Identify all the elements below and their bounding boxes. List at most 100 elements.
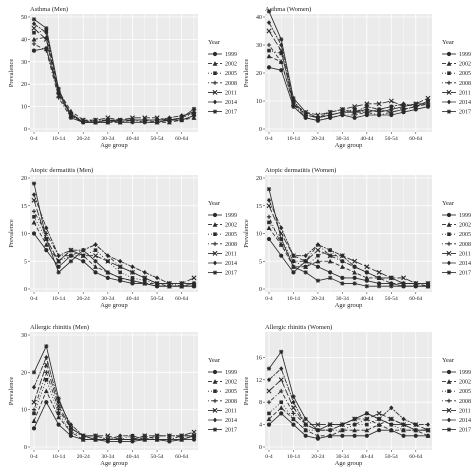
series-line-2002 (268, 407, 429, 437)
y-tick-label: 20 (256, 176, 262, 182)
legend-title: Year (208, 200, 221, 207)
data-point (68, 433, 74, 438)
x-axis-label: Age group (335, 460, 363, 467)
legend-label: 2005 (225, 389, 237, 395)
data-point (389, 422, 394, 427)
data-point (303, 428, 308, 432)
legend-label: 2008 (225, 399, 237, 405)
legend-label: 2005 (459, 71, 471, 77)
data-point (68, 247, 74, 253)
y-tick-label: 5 (24, 259, 27, 265)
data-point (291, 411, 296, 416)
data-point (266, 65, 272, 70)
data-point (44, 46, 49, 51)
legend-key-marker (212, 417, 218, 423)
data-point (118, 120, 123, 125)
data-point (413, 433, 418, 438)
data-point (117, 264, 123, 270)
x-tick-label: 0-4 (265, 454, 273, 460)
legend-key-marker (212, 369, 218, 375)
legend-key-marker (212, 61, 218, 66)
legend-key-marker (212, 80, 218, 85)
x-tick-label: 10-14 (52, 296, 65, 302)
data-point (118, 270, 122, 275)
x-axis-label: Age group (100, 460, 128, 467)
data-point (364, 107, 369, 112)
data-point (364, 104, 369, 109)
data-point (401, 416, 406, 422)
data-point (93, 433, 98, 439)
legend-title: Year (208, 39, 221, 46)
data-point (425, 433, 431, 438)
data-point (267, 48, 271, 53)
data-point (142, 281, 147, 286)
legend-label: 1999 (225, 213, 237, 219)
data-point (352, 427, 358, 433)
series-line-2008 (33, 211, 194, 284)
data-point (266, 377, 272, 383)
legend-key-marker (213, 389, 217, 393)
data-point (291, 422, 296, 427)
data-point (279, 51, 284, 56)
data-point (105, 270, 110, 275)
data-point (352, 110, 357, 115)
data-point (129, 269, 135, 275)
chart-title: Asthma (Men) (30, 6, 68, 13)
data-point (31, 209, 37, 214)
data-point (31, 219, 37, 225)
data-point (328, 270, 333, 275)
data-point (56, 411, 61, 416)
legend-key-marker (447, 389, 451, 393)
legend-label: 1999 (459, 52, 471, 58)
legend-label: 2011 (459, 90, 471, 96)
legend: Year 1999 2002 2005 2008 2011 2014 2017 (208, 357, 237, 434)
data-point (291, 394, 296, 399)
data-point (352, 416, 357, 422)
x-tick-label: 50-54 (385, 136, 398, 142)
data-point (315, 247, 321, 253)
legend-label: 2005 (225, 232, 237, 238)
legend-key-marker (446, 407, 452, 413)
legend-key-marker (212, 222, 218, 227)
y-tick-label: 10 (256, 232, 262, 238)
x-tick-label: 50-54 (151, 454, 164, 460)
series-line-2011 (268, 205, 428, 284)
legend-label: 2011 (459, 251, 471, 257)
data-point (266, 422, 272, 427)
data-point (118, 275, 123, 280)
data-point (93, 270, 98, 275)
data-point (413, 422, 418, 427)
legend-label: 2014 (225, 100, 237, 106)
data-point (68, 426, 74, 431)
data-point (279, 400, 284, 404)
data-point (266, 400, 272, 405)
data-point (340, 110, 345, 115)
data-point (93, 242, 98, 247)
data-point (340, 107, 345, 112)
legend-label: 2002 (225, 223, 237, 229)
data-point (266, 225, 272, 231)
legend-label: 2011 (225, 408, 237, 414)
x-tick-label: 10-14 (287, 296, 300, 302)
data-point (44, 248, 49, 253)
data-point (376, 275, 382, 281)
legend-key-marker (446, 222, 452, 227)
x-tick-label: 60-64 (409, 296, 422, 302)
data-point (328, 422, 333, 427)
plot-area (30, 14, 198, 132)
series-line-2005 (268, 222, 428, 284)
y-tick-label: 0 (24, 445, 27, 451)
data-point (352, 269, 358, 275)
data-point (191, 110, 197, 116)
data-point (31, 17, 37, 22)
data-point (376, 110, 382, 115)
y-axis-label: Prevalence (8, 377, 15, 406)
legend-key-marker (212, 398, 218, 403)
data-point (142, 269, 147, 275)
x-tick-label: 20-24 (311, 454, 324, 460)
data-point (352, 104, 358, 110)
y-tick-label: 0 (259, 127, 262, 133)
legend-title: Year (442, 39, 455, 46)
data-point (266, 214, 272, 219)
